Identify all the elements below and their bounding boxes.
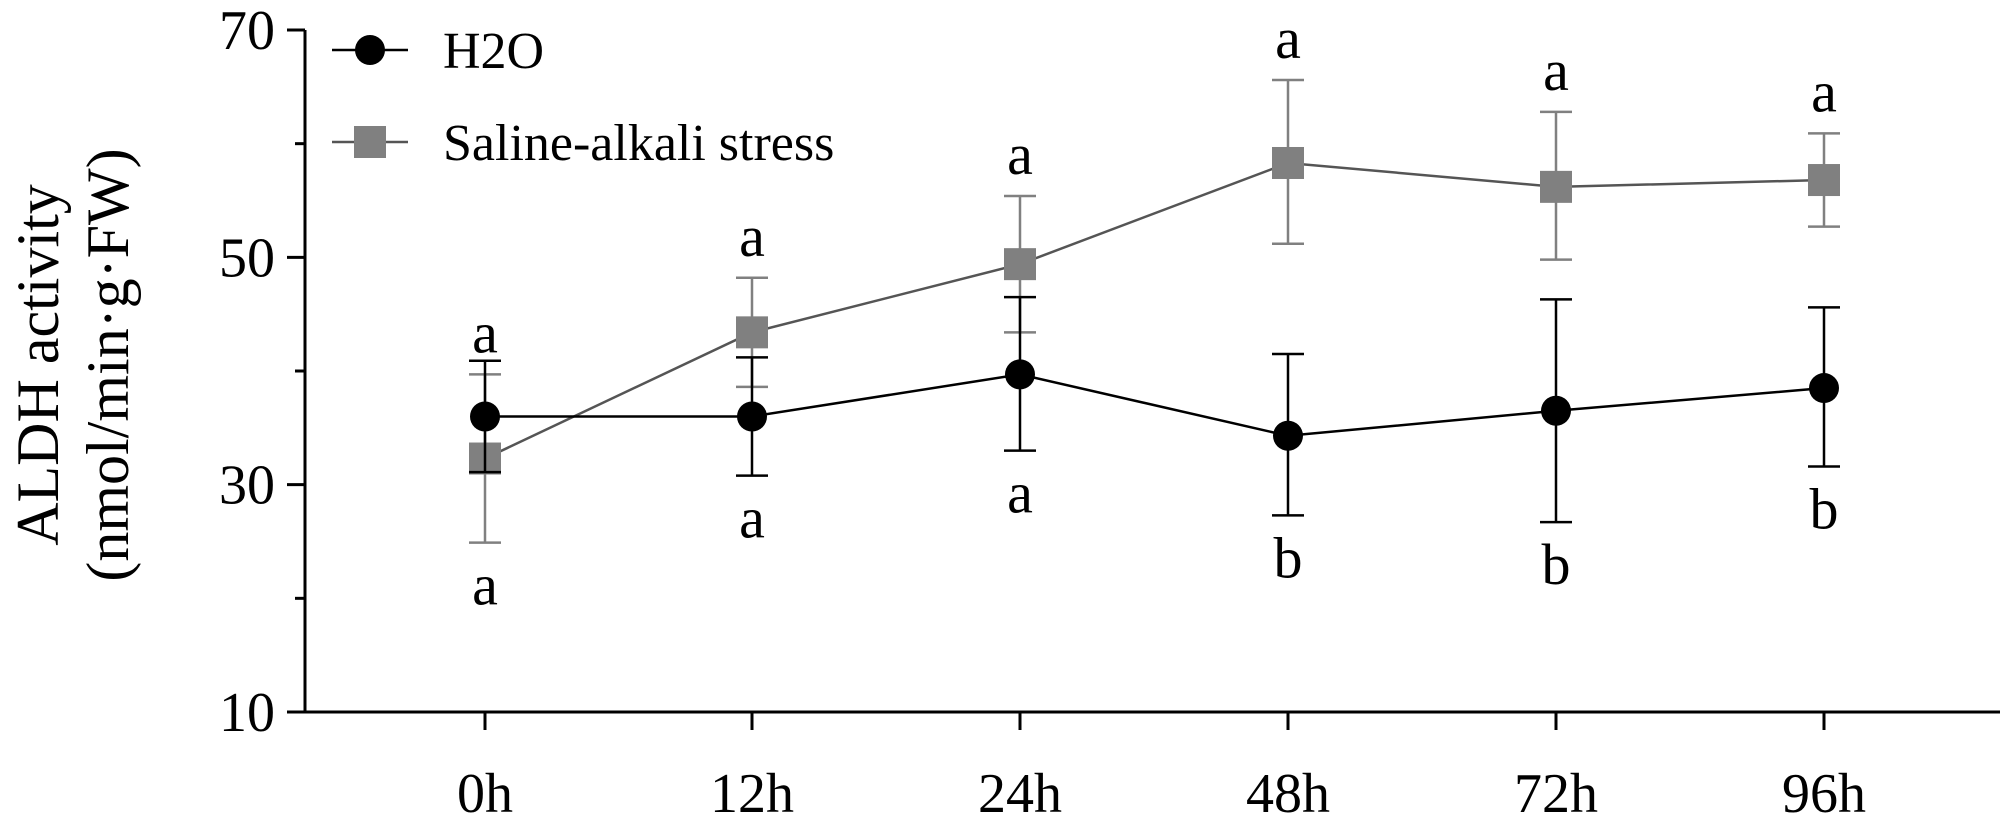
significance-letter: b <box>1810 476 1839 541</box>
legend-entry-saline-alkali: Saline-alkali stress <box>332 115 834 172</box>
series-h2o <box>469 295 1840 524</box>
legend-marker <box>354 126 386 158</box>
data-point <box>1808 164 1840 197</box>
x-tick-label: 48h <box>1246 763 1330 820</box>
data-point <box>737 401 767 432</box>
data-point <box>1273 420 1303 451</box>
x-tick-label: 12h <box>710 763 794 820</box>
significance-letter: a <box>1543 38 1569 103</box>
data-point <box>736 316 768 349</box>
y-tick-label: 70 <box>219 0 275 62</box>
y-tick-label: 30 <box>219 455 275 517</box>
significance-letter: a <box>472 553 498 618</box>
x-tick-label: 0h <box>457 763 513 820</box>
significance-letter: b <box>1274 525 1303 590</box>
series-line <box>485 373 1825 438</box>
data-point <box>1272 146 1304 179</box>
series-layer: a a a a a a a a a b b b <box>469 6 1840 618</box>
significance-letter: b <box>1542 532 1571 597</box>
x-tick-label: 24h <box>978 763 1062 820</box>
x-tick-label: 72h <box>1514 763 1598 820</box>
series-saline-alkali <box>469 78 1840 544</box>
data-point <box>1541 395 1571 426</box>
y-axis-label: ALDH activity (nmol/min·g·FW) <box>5 148 141 581</box>
significance-letter: a <box>739 204 765 269</box>
y-axis-label-line1: ALDH activity <box>5 184 71 546</box>
legend-label: Saline-alkali stress <box>443 115 834 172</box>
significance-letter: a <box>1811 59 1837 124</box>
y-tick-label: 10 <box>219 682 275 744</box>
axes: 70 50 30 10 0h 12h 24h 48h 72h 96h <box>219 0 2000 820</box>
significance-letter: a <box>1007 461 1033 526</box>
data-point <box>1005 359 1035 390</box>
legend: H2O Saline-alkali stress <box>332 23 834 172</box>
data-point <box>470 401 500 432</box>
significance-letter: a <box>1275 6 1301 71</box>
significance-letter: a <box>739 486 765 551</box>
data-point <box>1004 248 1036 281</box>
legend-entry-h2o: H2O <box>332 23 544 80</box>
y-axis-label-line2: (nmol/min·g·FW) <box>75 148 141 581</box>
significance-letter: a <box>472 300 498 365</box>
legend-marker <box>355 35 385 65</box>
legend-label: H2O <box>443 23 544 80</box>
x-tick-label: 96h <box>1782 763 1866 820</box>
significance-letter: a <box>1007 122 1033 187</box>
series-line <box>484 161 1825 460</box>
data-point <box>1540 170 1572 203</box>
y-tick-label: 50 <box>219 227 275 289</box>
data-point <box>1809 373 1839 404</box>
